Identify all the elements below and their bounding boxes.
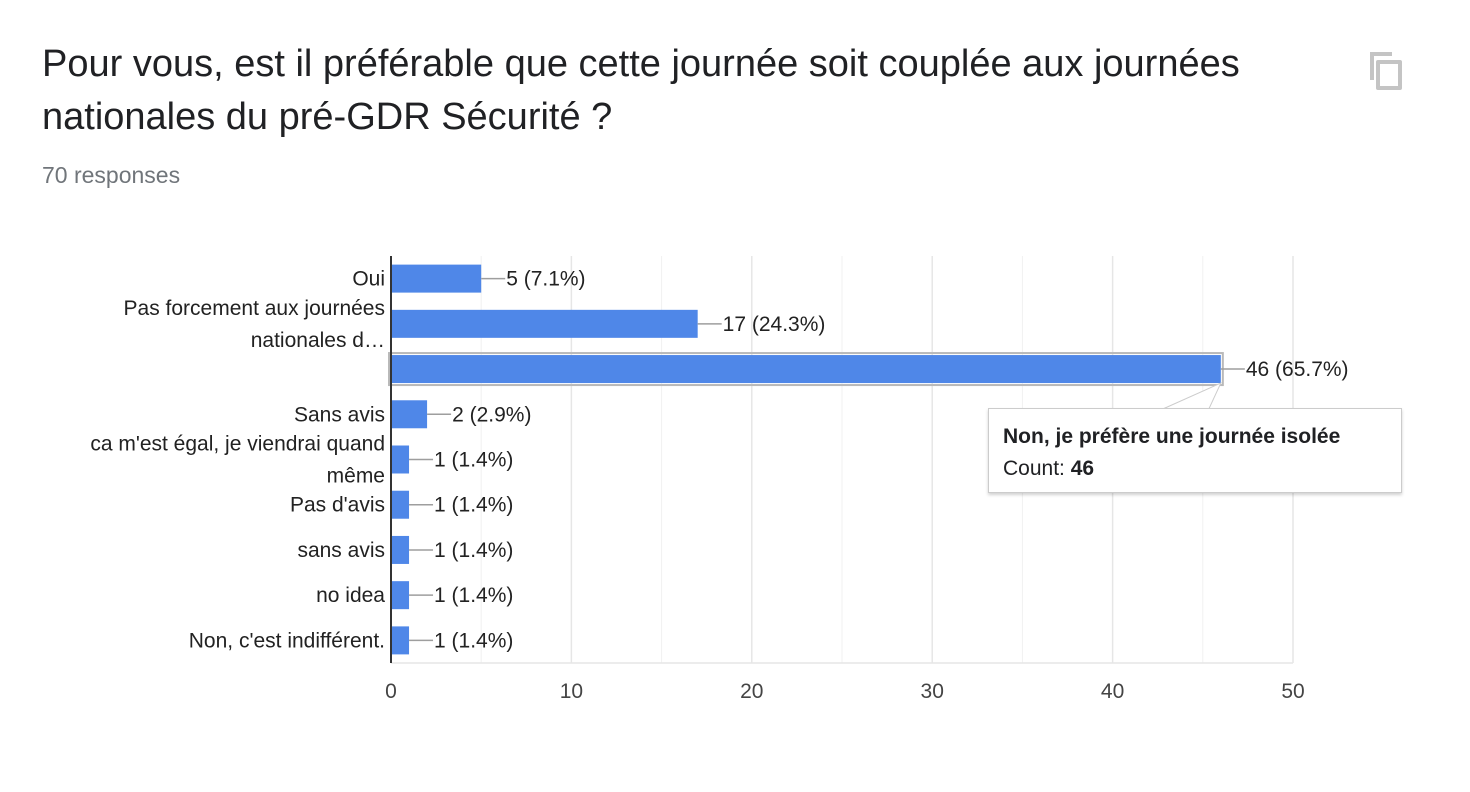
category-label: Oui bbox=[352, 268, 385, 291]
data-label: 2 (2.9%) bbox=[452, 403, 531, 426]
bar bbox=[391, 490, 410, 519]
category-label: même bbox=[327, 465, 385, 488]
category-label: no idea bbox=[316, 584, 385, 607]
data-label: 1 (1.4%) bbox=[434, 584, 513, 607]
data-label: 17 (24.3%) bbox=[723, 313, 826, 336]
data-label: 1 (1.4%) bbox=[434, 449, 513, 472]
bar bbox=[391, 535, 410, 564]
bar bbox=[391, 581, 410, 610]
x-tick-label: 40 bbox=[1101, 680, 1124, 703]
tooltip-title: Non, je préfère une journée isolée bbox=[1003, 425, 1341, 448]
x-tick-label: 20 bbox=[740, 680, 763, 703]
tooltip-count-label: Count: bbox=[1003, 457, 1071, 480]
category-label: Sans avis bbox=[294, 403, 385, 426]
bar bbox=[391, 400, 428, 429]
copy-icon bbox=[1370, 52, 1402, 90]
category-label: Non, c'est indifférent. bbox=[189, 629, 385, 652]
tooltip-pointer bbox=[1162, 382, 1222, 410]
response-count: 70 responses bbox=[42, 162, 181, 188]
bar-tooltip: Non, je préfère une journée isolée Count… bbox=[988, 408, 1402, 493]
data-label: 1 (1.4%) bbox=[434, 494, 513, 517]
data-label: 1 (1.4%) bbox=[434, 629, 513, 652]
bar bbox=[391, 355, 1221, 384]
x-tick-label: 50 bbox=[1281, 680, 1304, 703]
bar bbox=[391, 264, 482, 293]
x-tick-label: 10 bbox=[560, 680, 583, 703]
x-tick-label: 0 bbox=[385, 680, 397, 703]
category-label: Pas d'avis bbox=[290, 494, 385, 517]
category-label: sans avis bbox=[297, 539, 385, 562]
copy-chart-button[interactable] bbox=[1362, 48, 1410, 96]
category-label: ca m'est égal, je viendrai quand bbox=[90, 433, 385, 456]
bar bbox=[391, 309, 698, 338]
category-label: Pas forcement aux journées bbox=[124, 297, 385, 320]
data-label: 46 (65.7%) bbox=[1246, 358, 1349, 381]
data-label: 5 (7.1%) bbox=[506, 268, 585, 291]
bar bbox=[391, 626, 410, 655]
data-label: 1 (1.4%) bbox=[434, 539, 513, 562]
tooltip-count-value: 46 bbox=[1070, 457, 1095, 480]
category-label: nationales d… bbox=[251, 329, 385, 352]
bar bbox=[391, 445, 410, 474]
question-title: Pour vous, est il préférable que cette j… bbox=[42, 43, 1240, 138]
x-tick-label: 30 bbox=[921, 680, 944, 703]
